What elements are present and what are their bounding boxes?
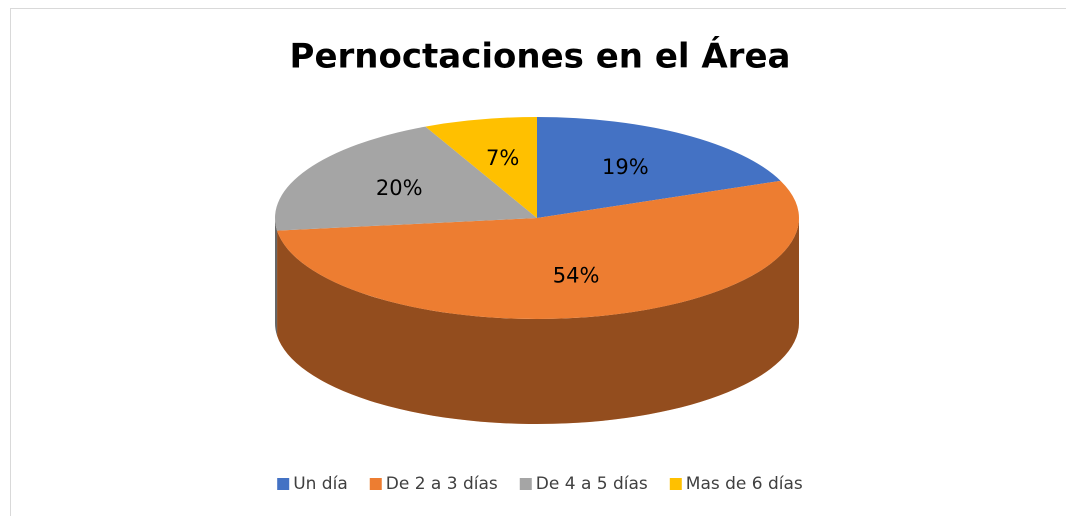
slice — [275, 126, 537, 231]
data-label: 54% — [553, 264, 600, 288]
data-label: 7% — [486, 146, 519, 170]
legend-label: De 4 a 5 días — [536, 474, 648, 494]
legend: Un día De 2 a 3 días De 4 a 5 días Mas de 6… — [277, 474, 803, 494]
slice-side — [277, 218, 800, 424]
slice-side-shade — [275, 218, 278, 336]
slice-side-shade — [277, 218, 800, 424]
slice — [537, 117, 781, 218]
chart-title: Pernoctaciones en el Área — [290, 36, 791, 77]
legend-swatch — [519, 478, 532, 490]
legend-label: Un día — [293, 474, 348, 494]
data-label: 20% — [376, 176, 423, 200]
slice-side — [275, 218, 278, 336]
slice — [277, 180, 800, 319]
pie: 19% 54% 20% 7% — [275, 117, 800, 424]
legend-label: Mas de 6 días — [686, 474, 803, 494]
slice — [425, 117, 537, 218]
data-label: 19% — [602, 155, 649, 179]
legend-swatch — [369, 478, 382, 490]
legend-label: De 2 a 3 días — [386, 474, 498, 494]
legend-swatch — [277, 478, 290, 490]
legend-swatch — [669, 478, 682, 490]
